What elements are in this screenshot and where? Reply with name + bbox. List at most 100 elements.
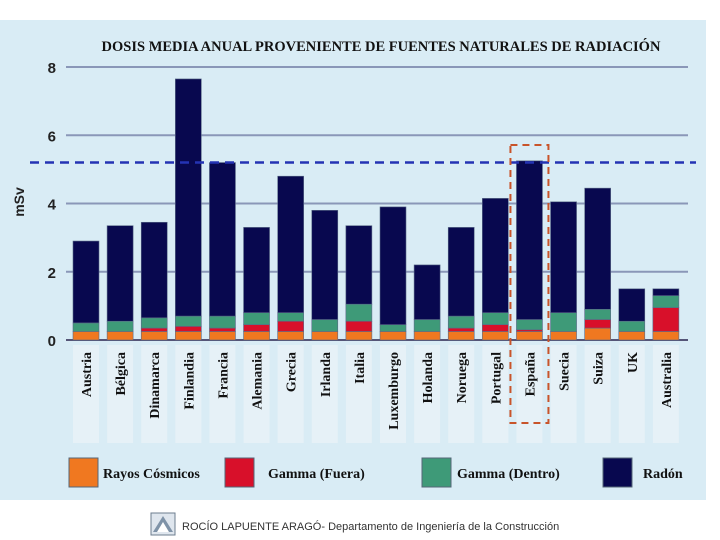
bar-segment xyxy=(550,201,577,313)
x-tick-label: UK xyxy=(626,352,641,373)
category-label-bg xyxy=(209,345,236,443)
bar-segment xyxy=(413,319,441,332)
chart-title: DOSIS MEDIA ANUAL PROVENIENTE DE FUENTES… xyxy=(102,38,661,55)
bar-segment xyxy=(243,227,270,313)
bar-segment xyxy=(584,319,611,329)
x-tick-label: Bélgica xyxy=(114,352,129,396)
bar-segment xyxy=(379,206,407,325)
footer-credit-text: ROCÍO LAPUENTE ARAGÓ- Departamento de In… xyxy=(182,521,560,533)
x-tick-label: Finlandia xyxy=(182,352,197,410)
bar-segment xyxy=(243,312,270,325)
y-tick-label: 0 xyxy=(48,333,56,350)
bar-segment xyxy=(311,210,339,320)
category-label-bg xyxy=(448,345,475,443)
bar-segment xyxy=(277,175,304,313)
bar-segment xyxy=(106,320,134,332)
bar-segment xyxy=(277,312,304,322)
bar-segment xyxy=(447,331,475,341)
bar-segment xyxy=(175,315,202,327)
university-logo-icon xyxy=(150,512,176,536)
bar-segment xyxy=(482,324,509,332)
legend-swatch xyxy=(224,457,255,488)
bar-segment xyxy=(209,327,236,332)
bar-segment xyxy=(652,331,680,341)
legend-label: Radón xyxy=(643,467,683,482)
bar-segment xyxy=(209,331,236,341)
category-label-bg xyxy=(345,345,372,443)
bar-segment xyxy=(345,320,373,332)
y-tick-label: 6 xyxy=(48,128,56,145)
x-tick-label: Dinamarca xyxy=(148,352,163,419)
x-tick-label: Irlanda xyxy=(319,352,334,397)
x-tick-label: Austria xyxy=(80,352,95,397)
bar-segment xyxy=(72,331,100,341)
category-label-bg xyxy=(73,345,99,443)
legend-label: Rayos Cósmicos xyxy=(103,467,200,482)
category-label-bg xyxy=(482,345,509,443)
x-tick-label: Suecia xyxy=(558,352,573,391)
category-label-bg xyxy=(277,345,304,443)
bar-segment xyxy=(652,288,680,296)
bar-segment xyxy=(618,288,646,322)
category-label-bg xyxy=(243,345,270,443)
bar-segment xyxy=(243,331,270,341)
chart-svg: DOSIS MEDIA ANUAL PROVENIENTE DE FUENTES… xyxy=(11,38,696,488)
x-tick-label: Grecia xyxy=(285,352,300,392)
x-tick-label: España xyxy=(523,352,538,396)
x-tick-label: Portugal xyxy=(489,352,504,404)
bar-segment xyxy=(243,324,270,332)
category-label-bg xyxy=(380,345,406,443)
bar-segment xyxy=(413,331,441,341)
y-tick-label: 4 xyxy=(48,197,57,214)
x-tick-label: Noruega xyxy=(455,352,470,403)
bar-segment xyxy=(482,331,509,341)
legend-label: Gamma (Dentro) xyxy=(457,467,560,482)
bar-segment xyxy=(584,187,611,310)
x-tick-label: Luxemburgo xyxy=(387,352,402,430)
bar-segment xyxy=(140,331,168,341)
bar-segment xyxy=(550,312,577,332)
bar-segment xyxy=(345,331,373,341)
bar-segment xyxy=(72,240,100,324)
bar-segment xyxy=(584,327,611,341)
bar-segment xyxy=(482,312,509,325)
legend-swatch xyxy=(602,457,633,488)
bar-segment xyxy=(175,326,202,332)
bar-segment xyxy=(140,221,168,319)
category-label-bg xyxy=(618,345,645,443)
legend-swatch xyxy=(421,457,452,488)
bar-segment xyxy=(652,307,680,332)
bar-segment xyxy=(447,315,475,329)
bar-segment xyxy=(618,320,646,332)
bar-segment xyxy=(516,160,543,320)
category-label-bg xyxy=(141,345,168,443)
bar-segment xyxy=(413,264,441,320)
highlight-box xyxy=(509,144,550,424)
bar-segment xyxy=(652,295,680,308)
bar-segment xyxy=(175,331,202,341)
x-tick-label: Italia xyxy=(353,352,368,384)
bar-segment xyxy=(311,319,339,332)
bar-segment xyxy=(277,331,304,341)
bar-segment xyxy=(277,320,304,332)
bar-segment xyxy=(72,322,100,332)
category-label-bg xyxy=(107,345,134,443)
bar-segment xyxy=(140,317,168,329)
bar-segment xyxy=(516,331,543,341)
y-tick-label: 8 xyxy=(48,60,56,77)
x-tick-label: Holanda xyxy=(421,352,436,403)
footer: ROCÍO LAPUENTE ARAGÓ- Departamento de In… xyxy=(150,512,710,540)
bar-segment xyxy=(345,225,373,305)
category-label-bg xyxy=(516,345,543,443)
bar-segment xyxy=(345,303,373,322)
chart-panel: DOSIS MEDIA ANUAL PROVENIENTE DE FUENTES… xyxy=(0,20,706,500)
bar-segment xyxy=(379,331,407,341)
category-label-bg xyxy=(311,345,338,443)
category-label-bg xyxy=(414,345,441,443)
bar-segment xyxy=(516,319,543,331)
x-tick-label: Alemania xyxy=(251,352,266,410)
bar-segment xyxy=(550,331,577,341)
bar-segment xyxy=(379,324,407,332)
x-tick-label: Francia xyxy=(216,352,231,399)
bar-segment xyxy=(106,331,134,341)
